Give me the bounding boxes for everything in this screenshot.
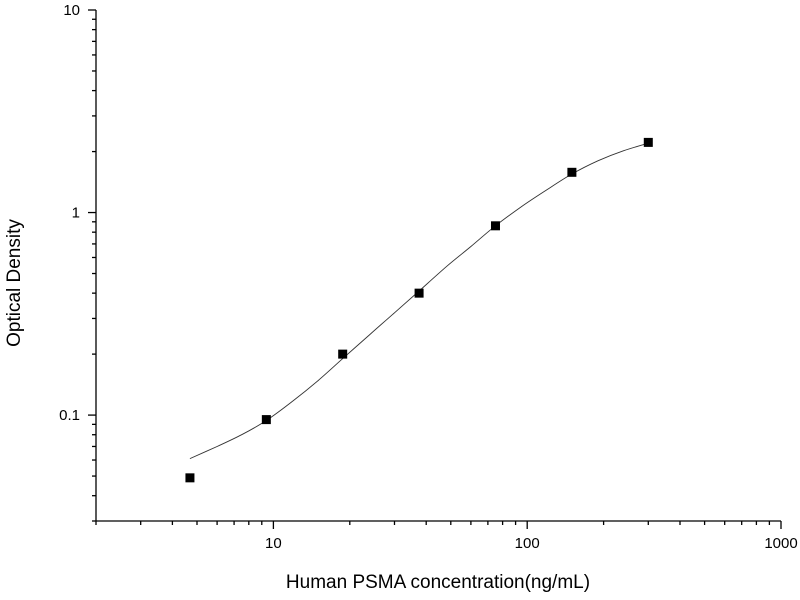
y-tick-label: 0.1 — [59, 407, 80, 424]
data-point — [261, 415, 271, 425]
x-tick-label: 100 — [515, 535, 540, 552]
x-axis-title: Human PSMA concentration(ng/mL) — [286, 572, 590, 593]
data-markers — [185, 137, 653, 483]
y-tick-label: 1 — [72, 205, 80, 222]
fit-curve — [189, 142, 649, 460]
data-point — [414, 288, 424, 298]
data-point — [338, 349, 348, 359]
ticks — [88, 9, 782, 529]
y-axis-title: Optical Density — [4, 219, 25, 347]
data-point — [643, 137, 653, 147]
x-tick-label: 1000 — [764, 535, 797, 552]
data-point — [185, 473, 195, 483]
data-point — [567, 167, 577, 177]
data-point — [490, 221, 500, 231]
axes — [95, 10, 781, 522]
y-tick-label: 10 — [63, 2, 80, 19]
tick-labels: 10 100 1000 0.1 1 10 — [59, 2, 798, 552]
x-tick-label: 10 — [265, 535, 282, 552]
